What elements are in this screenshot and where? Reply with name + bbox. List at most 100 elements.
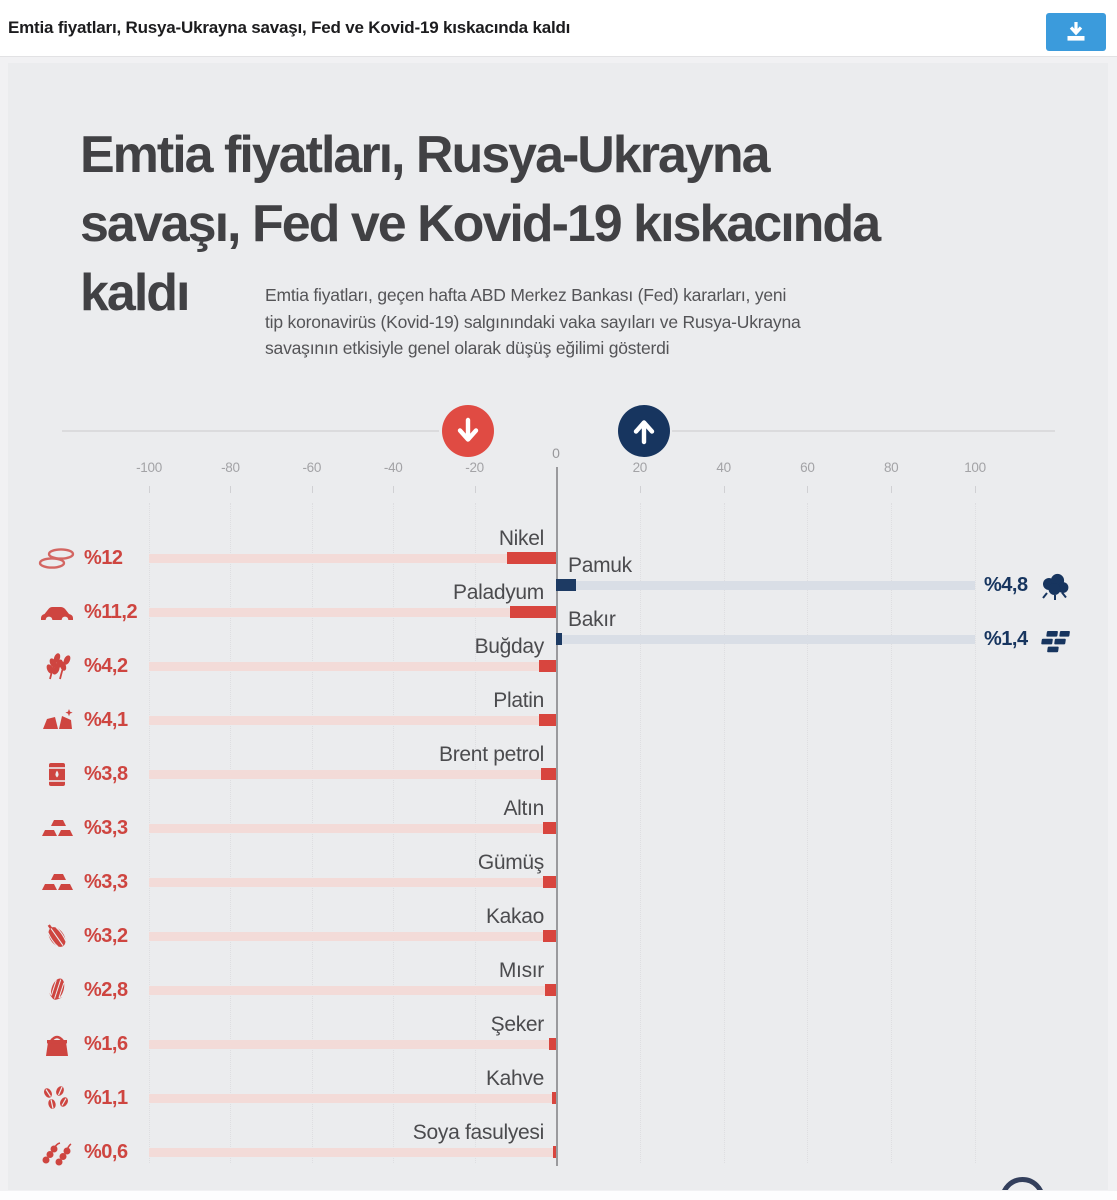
title-line-3: kaldı: [80, 264, 191, 322]
axis-zero-label: 0: [552, 445, 560, 461]
value-group-seker: %1,6: [38, 1028, 128, 1060]
cotton-icon: [1036, 570, 1074, 600]
axis-tick-label: -40: [383, 460, 403, 475]
value-label-gumus: %3,3: [84, 870, 128, 893]
axis-tick-label: 40: [716, 460, 731, 475]
gridline: [891, 503, 893, 1163]
gridline: [149, 503, 150, 1163]
download-button[interactable]: [1046, 13, 1106, 51]
soybean-icon: [38, 1137, 76, 1167]
bar-label-misir: Mısır: [498, 959, 544, 982]
bar-value-paladyum: [510, 606, 556, 618]
bar-label-soya-fasulyesi: Soya fasulyesi: [412, 1121, 545, 1144]
bottom-strip: [0, 1191, 1117, 1200]
value-label-kahve: %1,1: [84, 1086, 128, 1109]
axis-tick-mark: [393, 486, 395, 493]
bar-track-misir: [149, 986, 556, 995]
gridline: [723, 503, 725, 1163]
axis-tick-label: -100: [136, 460, 162, 475]
bar-label-bakir: Bakır: [568, 608, 616, 631]
down-arrow-icon: [454, 416, 482, 446]
wheat-icon: [38, 651, 76, 681]
value-group-paladyum: %11,2: [38, 596, 138, 628]
axis-tick-label: 20: [632, 460, 648, 475]
axis-tick-label: 100: [964, 460, 986, 475]
bar-value-altin: [542, 822, 556, 834]
value-label-soya-fasulyesi: %0,6: [84, 1140, 128, 1163]
cocoa-pod-icon: [38, 921, 76, 951]
bar-value-kahve: [551, 1092, 556, 1104]
value-group-soya-fasulyesi: %0,6: [38, 1136, 128, 1168]
value-group-platin: %4,1: [38, 704, 128, 736]
value-group-misir: %2,8: [38, 974, 128, 1006]
bar-track-paladyum: [149, 608, 556, 617]
value-group-brent-petrol: %3,8: [38, 758, 128, 790]
bar-track-platin: [149, 716, 556, 725]
axis-tick-mark: [807, 486, 809, 493]
axis-tick-mark: [975, 486, 976, 493]
axis-tick-label: 80: [883, 460, 899, 475]
axis-tick-mark: [149, 486, 150, 493]
gridline: [975, 503, 976, 1163]
infographic-panel: Emtia fiyatları, Rusya-Ukrayna savaşı, F…: [8, 63, 1108, 1190]
corn-icon: [38, 975, 76, 1005]
axis-tick-mark: [474, 486, 476, 493]
copper-ingots-icon: [1036, 624, 1074, 654]
sugar-sack-icon: [38, 1029, 76, 1059]
bar-label-bugday: Buğday: [474, 635, 545, 658]
value-label-brent-petrol: %3,8: [84, 762, 128, 785]
axis-tick-mark: [230, 486, 232, 493]
gridline: [230, 503, 232, 1163]
bar-label-gumus: Gümüş: [477, 851, 544, 874]
value-group-pamuk: %4,8: [984, 569, 1074, 601]
subtitle-line-2: tip koronavirüs (Kovid-19) salgınındaki …: [265, 311, 801, 332]
value-label-nikel: %12: [84, 546, 123, 569]
axis-tick-label: 60: [800, 460, 815, 475]
bar-label-kahve: Kahve: [485, 1067, 544, 1090]
bar-track-bugday: [149, 662, 556, 671]
title-line-1: Emtia fiyatları, Rusya-Ukrayna: [80, 126, 771, 184]
value-label-bakir: %1,4: [984, 627, 1028, 650]
value-group-bakir: %1,4: [984, 623, 1074, 655]
value-group-kahve: %1,1: [38, 1082, 128, 1114]
legend-divider-right: [672, 430, 1055, 432]
value-group-kakao: %3,2: [38, 920, 128, 952]
axis-center-line: [556, 467, 558, 1166]
gridline: [393, 503, 395, 1163]
bar-label-kakao: Kakao: [485, 905, 544, 928]
value-group-nikel: %12: [38, 542, 123, 574]
value-label-misir: %2,8: [84, 978, 128, 1001]
silver-ingots-icon: [38, 867, 76, 897]
bar-label-platin: Platin: [493, 689, 544, 712]
subtitle: Emtia fiyatları, geçen hafta ABD Merkez …: [265, 282, 801, 362]
coffee-beans-icon: [38, 1083, 76, 1113]
value-label-platin: %4,1: [84, 708, 128, 731]
legend-divider-left: [62, 430, 439, 432]
bar-value-brent-petrol: [540, 768, 556, 780]
bar-track-kahve: [149, 1094, 556, 1103]
nickel-rings-icon: [38, 543, 76, 573]
bar-value-gumus: [542, 876, 556, 888]
value-group-gumus: %3,3: [38, 866, 128, 898]
value-group-bugday: %4,2: [38, 650, 128, 682]
axis-tick-mark: [891, 486, 893, 493]
decrease-legend-badge: [442, 405, 494, 457]
oil-barrel-icon: [38, 759, 76, 789]
bar-track-gumus: [149, 878, 556, 887]
value-label-seker: %1,6: [84, 1032, 128, 1055]
bar-label-pamuk: Pamuk: [568, 554, 632, 577]
axis-tick-mark: [311, 486, 313, 493]
top-bar: Emtia fiyatları, Rusya-Ukrayna savaşı, F…: [0, 0, 1117, 57]
download-icon: [1063, 20, 1089, 44]
bar-track-altin: [149, 824, 556, 833]
bar-track-nikel: [149, 554, 556, 563]
value-label-bugday: %4,2: [84, 654, 128, 677]
bar-value-kakao: [542, 930, 556, 942]
up-arrow-icon: [630, 416, 658, 446]
palladium-car-icon: [38, 597, 76, 627]
bar-value-platin: [539, 714, 556, 726]
bar-label-nikel: Nikel: [498, 527, 544, 550]
value-group-altin: %3,3: [38, 812, 128, 844]
bar-value-pamuk: [556, 579, 577, 591]
bar-value-misir: [544, 984, 556, 996]
